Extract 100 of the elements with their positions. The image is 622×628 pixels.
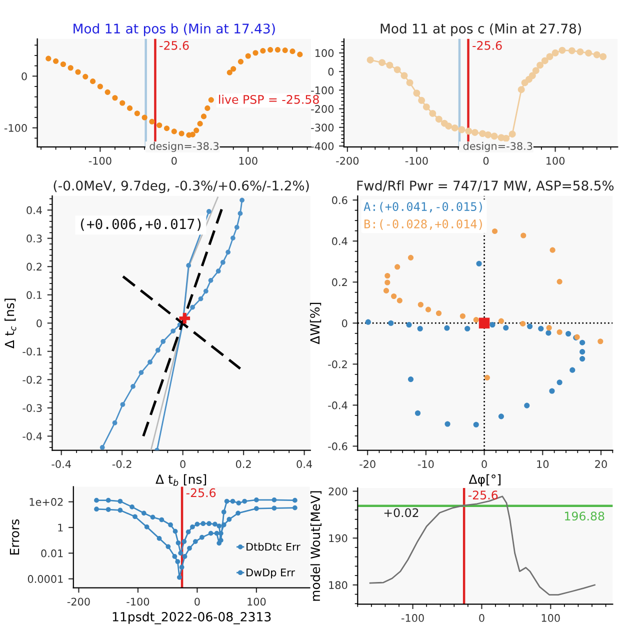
point [216, 268, 221, 274]
x-tick-label: 100 [542, 614, 560, 622]
point [236, 510, 241, 516]
point [580, 356, 586, 362]
text: A:(+0.041,-0.015) [364, 202, 482, 213]
point [106, 507, 111, 512]
point [498, 318, 504, 324]
y-tick-label: 0.6 [332, 196, 348, 204]
point [46, 56, 52, 62]
point [252, 50, 258, 56]
point [177, 574, 182, 580]
ref-line-label: -25.6 [468, 490, 498, 500]
point [566, 330, 572, 337]
chart-title: Mod 11 at pos b (Min at 17.43) [74, 23, 275, 36]
point [556, 329, 562, 335]
point [156, 348, 160, 353]
point [484, 131, 492, 138]
point [254, 497, 259, 502]
point [166, 544, 171, 550]
point [186, 530, 191, 534]
point [518, 86, 525, 94]
point [445, 122, 452, 130]
annotation: (+0.006,+0.017) [80, 218, 201, 231]
point [132, 514, 138, 520]
y-tick-label: -0.3 [22, 404, 42, 412]
x-tick-label: -0.2 [112, 460, 132, 468]
point [465, 128, 472, 135]
point [570, 367, 576, 373]
point [216, 524, 222, 528]
point [112, 420, 118, 426]
point [260, 48, 266, 54]
y-tick-label: 0.0001 [28, 575, 63, 583]
point [94, 506, 99, 512]
point [549, 388, 555, 394]
point [200, 534, 204, 540]
point [148, 360, 152, 365]
point [546, 53, 554, 60]
point [503, 325, 509, 331]
point [150, 514, 156, 520]
chart-title: Mod 11 at pos c (Min at 27.78) [380, 23, 581, 36]
annotation: +0.02 [384, 508, 418, 518]
y-axis-title: Δ t$_{c}$ [ns] [4, 298, 16, 348]
y-tick-label: 180 [329, 581, 348, 590]
point [464, 326, 470, 332]
point [297, 52, 303, 58]
point [556, 380, 562, 386]
y-tick-label: -300 [311, 124, 334, 132]
point [272, 497, 277, 502]
point [168, 522, 173, 528]
point [585, 50, 592, 57]
x-tick-label: -10 [418, 460, 434, 468]
point [245, 53, 251, 59]
legend-label: DtbDtc Err [246, 542, 300, 551]
x-tick-label: -100 [126, 598, 150, 606]
point [460, 313, 466, 319]
point [172, 528, 178, 534]
point [429, 110, 436, 117]
point [406, 79, 414, 86]
y-tick-label: -0.1 [22, 348, 42, 356]
point [451, 124, 458, 132]
point [546, 330, 552, 336]
point [160, 339, 166, 344]
point [490, 322, 496, 328]
x-tick-label: 0 [180, 460, 186, 468]
y-tick-label: 0 [22, 72, 27, 80]
ref-line-label: -25.6 [186, 488, 216, 498]
point [230, 498, 236, 504]
x-tick-label: 0 [482, 460, 487, 468]
point [600, 53, 607, 60]
point [282, 48, 288, 54]
chart-title: (-0.0MeV, 9.7deg, -0.3%/+0.6%/-1.2%) [54, 180, 309, 194]
point [179, 564, 184, 570]
annotation: live PSP = -25.58 [219, 94, 319, 104]
y-tick-label: 0.2 [26, 262, 42, 271]
point [216, 540, 222, 546]
x-axis-title: 11psdt_2022-06-08_2313 [112, 612, 271, 624]
y-axis-title: Errors [10, 519, 20, 555]
point [118, 498, 123, 504]
point [60, 61, 66, 68]
point [238, 211, 243, 216]
point [478, 318, 490, 328]
y-tick-label: -100 [311, 86, 334, 94]
point [444, 325, 450, 331]
point [498, 414, 504, 420]
point [520, 320, 526, 326]
point [400, 72, 408, 80]
point [418, 96, 426, 104]
y-tick-label: 100 [316, 49, 334, 58]
point [156, 536, 162, 541]
y-tick-label: -400 [311, 142, 334, 150]
point [365, 319, 371, 325]
y-tick-label: -0.2 [22, 376, 42, 384]
point [127, 105, 133, 111]
point [120, 402, 126, 407]
point [212, 522, 218, 527]
point [141, 510, 146, 516]
point [75, 69, 81, 75]
point [593, 51, 600, 58]
point [528, 72, 536, 80]
point [94, 498, 99, 503]
